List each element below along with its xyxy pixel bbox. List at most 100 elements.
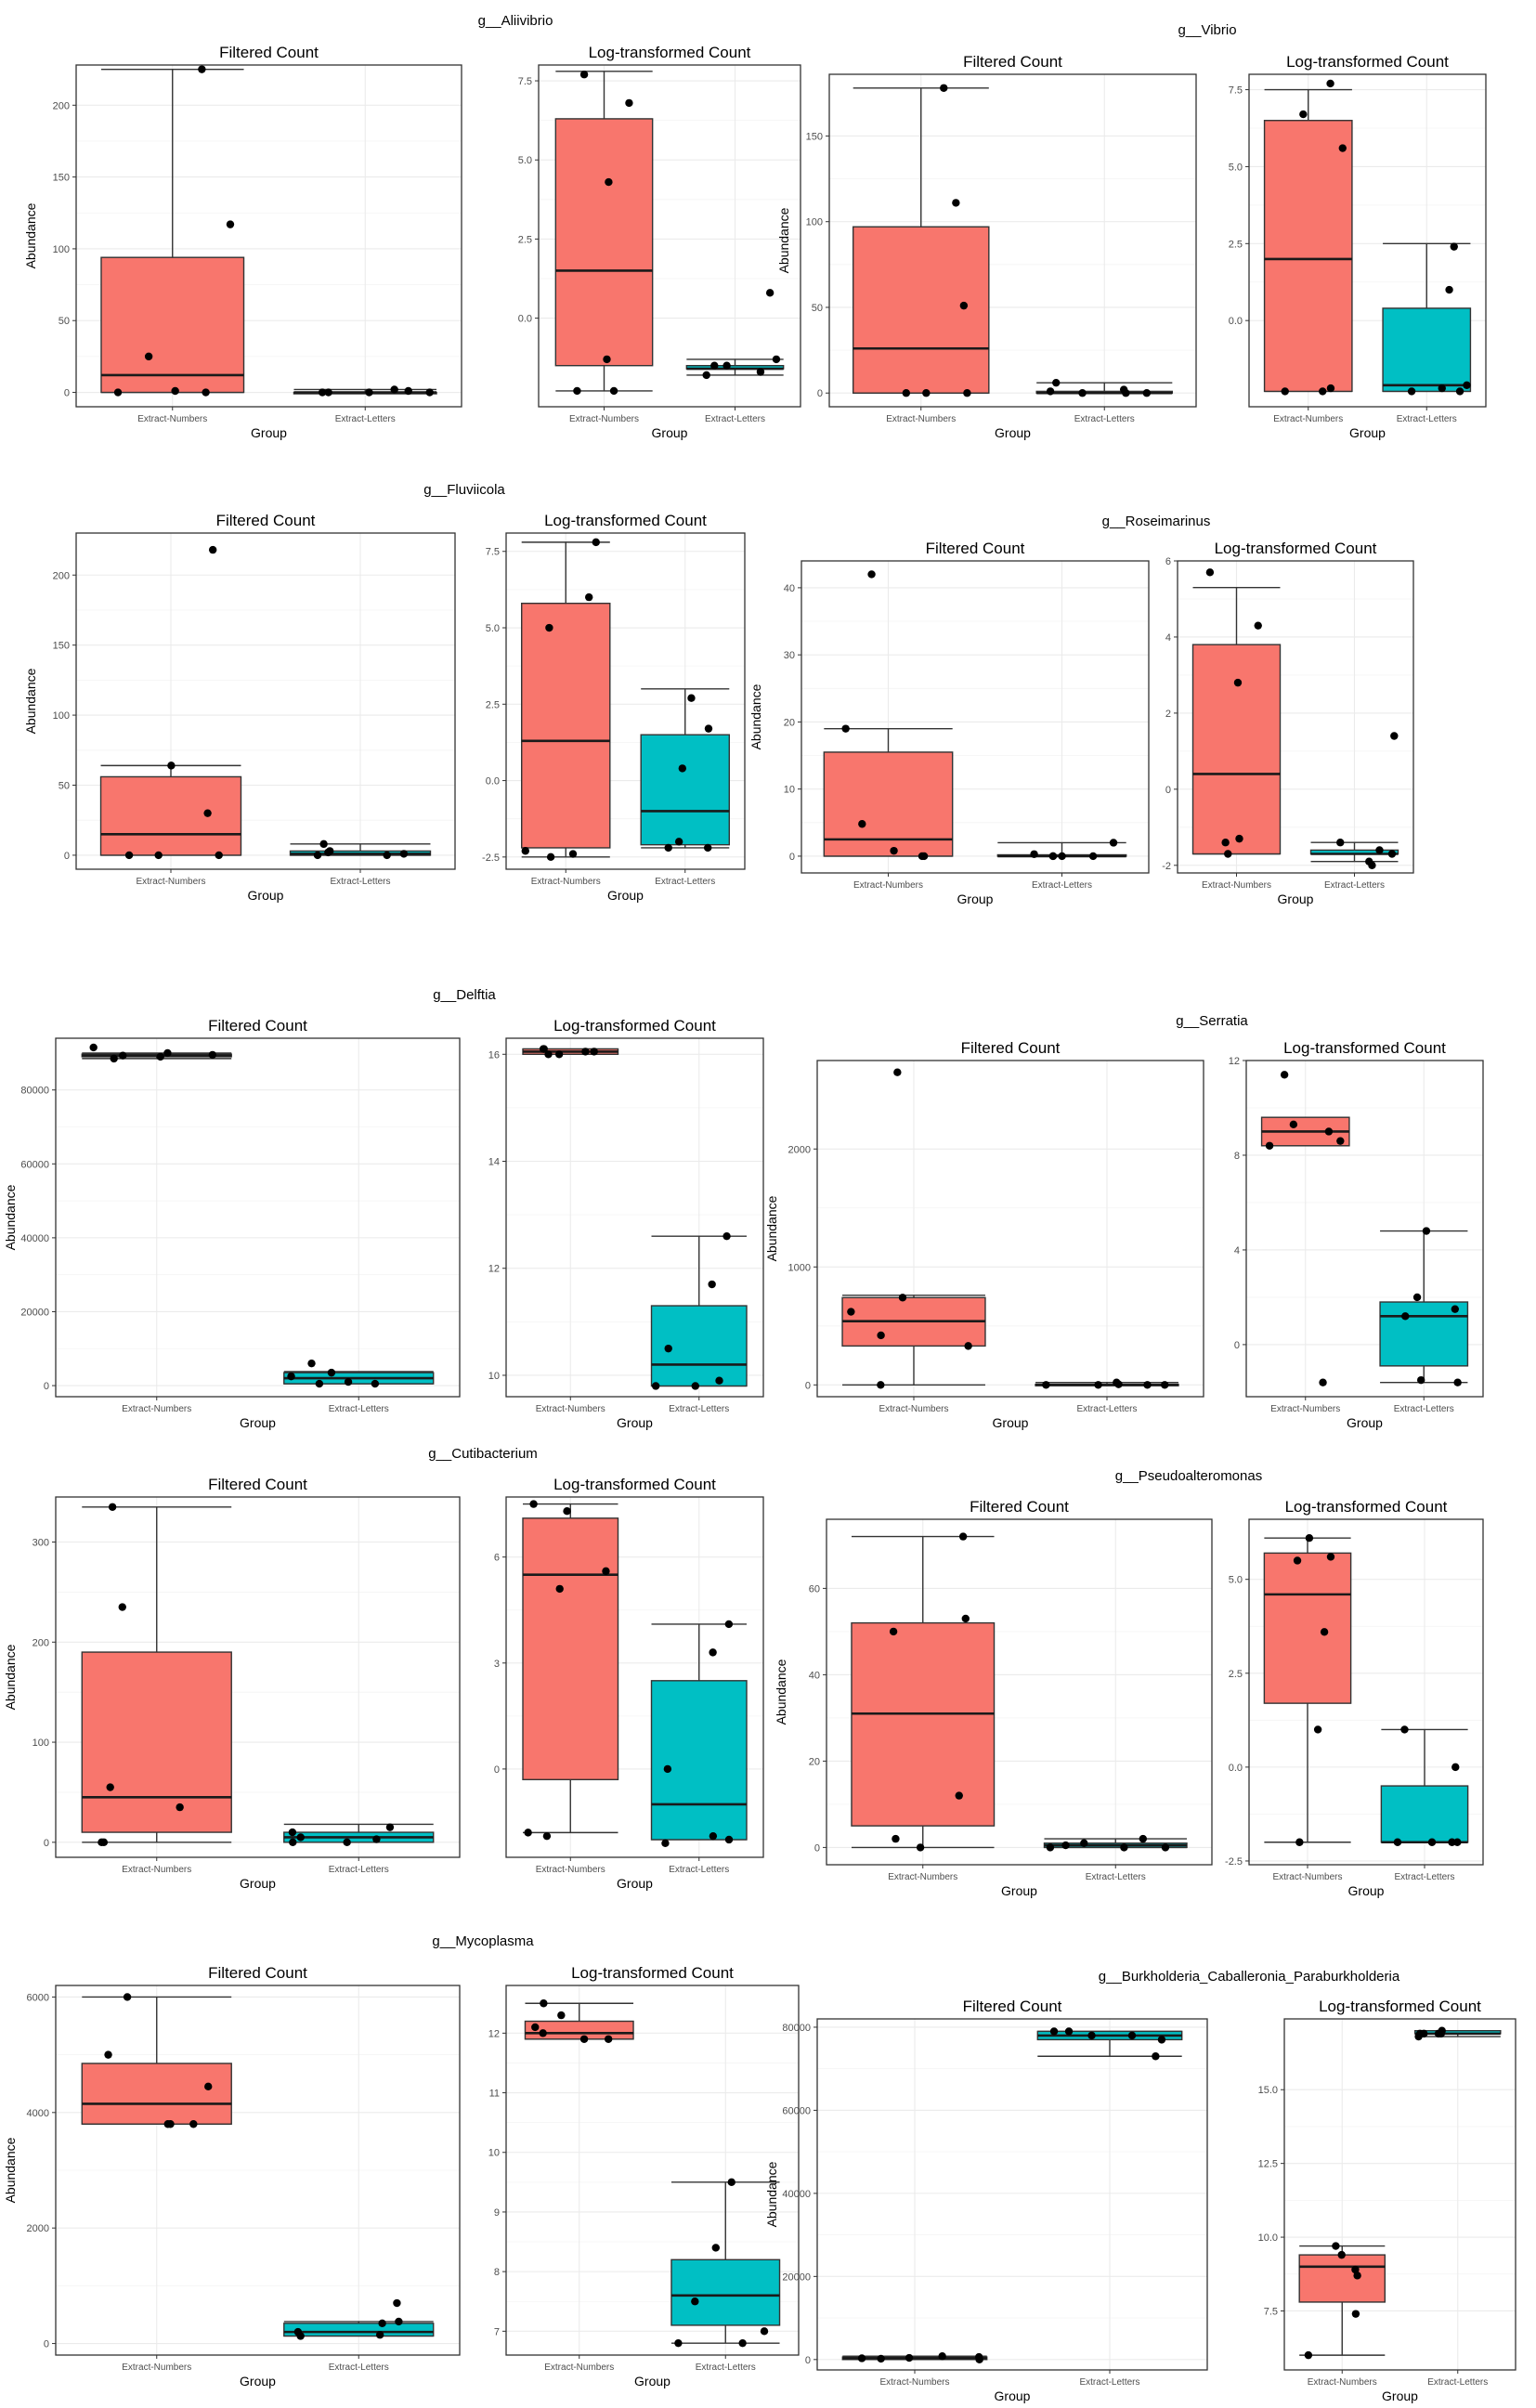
box-extract-numbers [521,541,611,858]
data-point [1042,1381,1050,1389]
data-point [1313,1725,1322,1734]
data-point [1142,389,1152,397]
panel-filtered: Filtered Count 0 50 100 150 200 Extract-Number… [23,512,456,903]
data-point [378,2319,386,2327]
data-point [603,355,611,364]
facet-title: Log-transformed Count [589,44,751,61]
data-point [691,2297,699,2306]
data-point [602,1567,610,1576]
panel-border [1177,560,1414,874]
x-tick-label: Extract-Numbers [137,414,207,424]
panel-background [1284,2019,1516,2370]
panel-log: Log-transformed Count 0.0 2.5 5.0 7.5 Extract… [518,44,801,440]
facet-title: Filtered Count [208,1964,307,1982]
y-tick-label: 5.0 [1229,162,1243,173]
x-tick-label: Extract-Numbers [1272,1872,1342,1882]
x-tick-label: Extract-Numbers [136,877,205,887]
data-point [144,352,153,361]
box-extract-numbers [81,1996,232,2125]
data-point [651,1382,660,1390]
data-point [858,820,866,828]
data-point [395,2317,403,2326]
box-iqr [1380,1785,1469,1843]
data-point [555,1584,564,1594]
y-tick-label: 0 [64,851,70,862]
data-point [1427,1838,1437,1846]
panel-filtered: Filtered Count 0 100 200 300 Extract-Numbers E… [3,1476,461,1891]
y-tick-label: 7.5 [1229,85,1243,97]
data-point [344,1377,353,1386]
data-point [1280,1071,1289,1079]
x-axis-title: Group [1278,892,1314,906]
genus-title: g__Aliivibrio [478,13,553,29]
data-point [1221,839,1230,847]
x-tick-label: Extract-Letters [1086,1872,1146,1882]
panel-filtered: Filtered Count 0 50 100 150 Extract-Numbers Ex… [776,53,1197,440]
y-tick-label: 150 [53,173,70,184]
y-tick-label: 80000 [20,1086,49,1097]
data-point [540,1045,548,1053]
genus-block-cutibacterium: g__Cutibacterium Filtered Count 0 100 200 300… [3,1446,764,1891]
panel-log: Log-transformed Count 0 3 6 Extract-Numbers E… [494,1476,764,1891]
box-extract-letters [1035,1382,1179,1386]
y-tick-label: 2000 [27,2223,49,2234]
data-point [711,2244,720,2252]
x-tick-label: Extract-Letters [705,414,765,424]
data-point [531,2023,540,2032]
data-point [1463,381,1471,389]
data-point [674,2338,683,2348]
data-point [674,838,683,846]
data-point [857,2354,866,2362]
panel-border [505,532,746,870]
data-point [877,1331,885,1340]
box-iqr [640,734,730,846]
x-axis-title: Group [634,2374,670,2388]
data-point [539,2029,547,2037]
box-iqr [851,1621,996,1827]
data-point [724,1835,734,1844]
box-extract-numbers [851,1535,996,1849]
y-tick-label: 40 [809,1670,820,1681]
x-tick-label: Extract-Letters [335,414,396,424]
data-point [702,371,710,380]
data-point [1319,387,1327,396]
box-extract-numbers [554,71,654,392]
y-tick-label: 0.0 [486,776,500,787]
x-tick-label: Extract-Numbers [122,2362,191,2373]
y-axis-title: Abundance [23,202,38,268]
data-point [1109,839,1118,847]
data-point [1152,2052,1160,2061]
panel-filtered: Filtered Count 0 20000 40000 60000 80000 Extra… [764,1998,1208,2403]
y-tick-label: 100 [53,710,70,722]
data-point [952,199,960,207]
data-point [1094,1381,1102,1389]
y-tick-label: 14 [488,1157,500,1168]
y-tick-label: -2.5 [482,853,500,864]
data-point [1048,852,1058,861]
data-point [678,764,686,773]
data-point [1305,1534,1314,1542]
y-tick-label: 2000 [788,1144,811,1155]
y-tick-label: 4 [1234,1245,1240,1256]
data-point [724,1620,734,1629]
y-tick-label: 6000 [27,1992,49,2003]
data-point [375,2331,384,2339]
y-tick-label: 50 [59,316,70,327]
data-point [1289,1120,1298,1129]
genus-title: g__Vibrio [1178,22,1236,38]
x-tick-label: Extract-Numbers [888,1872,957,1882]
panel-log: Log-transformed Count 0.0 2.5 5.0 7.5 Extract… [1229,53,1487,440]
y-tick-label: 50 [59,781,70,792]
y-tick-label: 1000 [788,1262,811,1273]
y-tick-label: 40 [784,583,795,594]
facet-title: Filtered Count [970,1498,1069,1516]
data-point [324,388,332,397]
data-point [318,388,327,397]
y-tick-label: 0 [44,1838,49,1849]
y-tick-label: 4 [1165,632,1171,644]
data-point [546,853,555,862]
data-point [1088,852,1098,861]
x-tick-label: Extract-Numbers [569,414,639,424]
data-point [198,65,206,73]
